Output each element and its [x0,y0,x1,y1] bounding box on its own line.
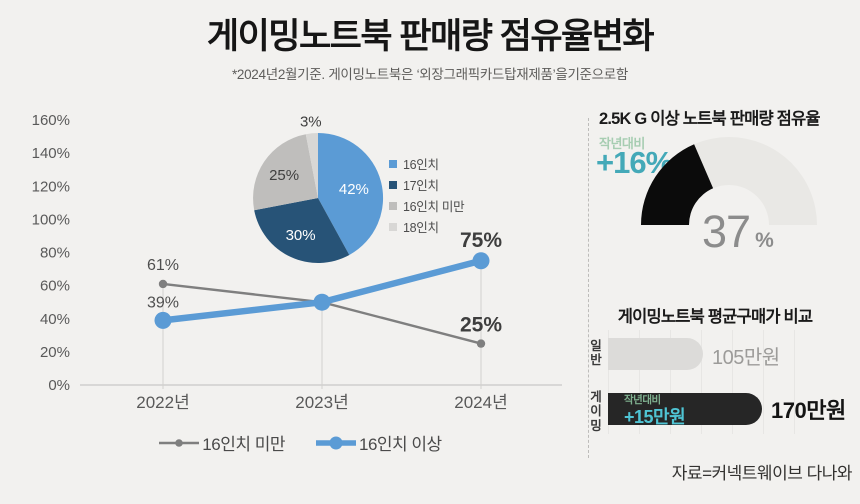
gauge-title: 2.5K G 이상 노트북 판매량 점유율 [599,110,821,128]
pie-legend-item: 17인치 [389,174,464,195]
point-label: 25% [460,314,502,337]
panel-divider [588,118,589,458]
bar-value-label: 170만원 [771,398,846,423]
gauge-value: 37 % [702,206,774,258]
data-point [158,279,168,289]
pie-slice-label: 30% [286,227,316,244]
y-tick-label: 60% [40,278,70,295]
legend-label: 16인치 이상 [359,435,442,454]
bar-value-label: 105만원 [712,347,780,369]
y-tick-label: 120% [32,178,70,195]
legend-label: 16인치 미만 [202,435,285,454]
grid-line [763,330,764,434]
legend-item: 16인치 이상 [315,430,442,455]
gauge-value-number: 37 [702,206,751,257]
pie-slice-label: 3% [300,114,322,131]
bar-category-label: 게 이 밍 [590,390,602,433]
pie-legend-label: 16인치 [403,158,439,172]
pie-legend: 16인치 17인치 16인치 미만 18인치 [389,153,465,237]
legend-swatch-icon [389,159,397,168]
x-tick-label: 2022년 [136,393,189,412]
bar-general [608,338,703,370]
grid-line [794,330,795,434]
page-subtitle: *2024년2월기준. 게이밍노트북은 ‘외장그래픽카드탑재제품’을기준으로함 [231,67,629,82]
source-credit: 자료=커넥트웨이브 다나와 [671,464,853,483]
legend-swatch-icon [389,201,397,210]
pie-legend-label: 16인치 미만 [403,200,465,214]
pie-legend-label: 18인치 [403,221,439,235]
point-label: 39% [147,294,179,311]
gauge-delta-label: 작년대비 [599,136,645,151]
pie-slice [253,134,318,211]
y-tick-label: 100% [32,211,70,228]
grid-line [608,330,609,434]
pie-slice-label: 25% [269,167,299,184]
point-label: 75% [460,229,502,252]
y-tick-label: 0% [48,377,70,394]
y-tick-label: 40% [40,311,70,328]
bar-delta-label: 작년대비 [624,394,661,406]
pie-legend-item: 18인치 [389,216,464,237]
pie-slice [305,133,318,198]
bar-chart-title: 게이밍노트북 평균구매가 비교 [617,308,813,326]
data-point [154,311,172,329]
pie-legend-item: 16인치 미만 [389,195,465,216]
grid-line [639,330,640,434]
y-tick-label: 20% [40,344,70,361]
legend-marker-icon [316,436,356,449]
page-title: 게이밍노트북 판매량 점유율변화 [206,17,655,56]
legend-item: 16인치 미만 [158,430,285,455]
legend-swatch-icon [389,222,397,231]
y-tick-label: 160% [32,112,70,129]
data-point [476,339,486,348]
y-tick-label: 80% [40,245,70,262]
grid-line [701,330,702,434]
gauge-value-unit: % [755,229,774,252]
pie-slice [254,198,350,264]
pie-slice-label: 42% [339,181,369,198]
grid-line [670,330,671,434]
gauge-fill [641,144,714,225]
gauge-chart [641,137,817,225]
pie-slice [318,132,384,255]
point-label: 61% [147,257,179,274]
bar-delta: 작년대비 +15만원 [624,394,686,427]
x-tick-label: 2023년 [295,393,348,412]
legend-dot [175,438,184,447]
grid-line [732,330,733,434]
bar-category-label: 일 반 [590,339,602,368]
legend-marker-icon [159,438,200,447]
line-and-pie-chart: 0% 20% 40% 60% 80% 100% 120% 140% 160% 2022년 2023년… [32,112,562,412]
legend-dot [329,436,343,449]
pie-legend-item: 16인치 [389,153,464,174]
bar-gaming: 작년대비 +15만원 [608,393,762,427]
bar-delta-value: +15만원 [624,406,686,427]
legend-swatch-icon [389,180,397,189]
data-point [313,293,331,311]
y-tick-label: 140% [32,145,70,162]
line-legend: 16인치 미만 16인치 이상 [100,430,500,455]
pie-legend-label: 17인치 [403,179,439,193]
data-point [472,252,490,270]
x-tick-label: 2024년 [454,393,507,412]
